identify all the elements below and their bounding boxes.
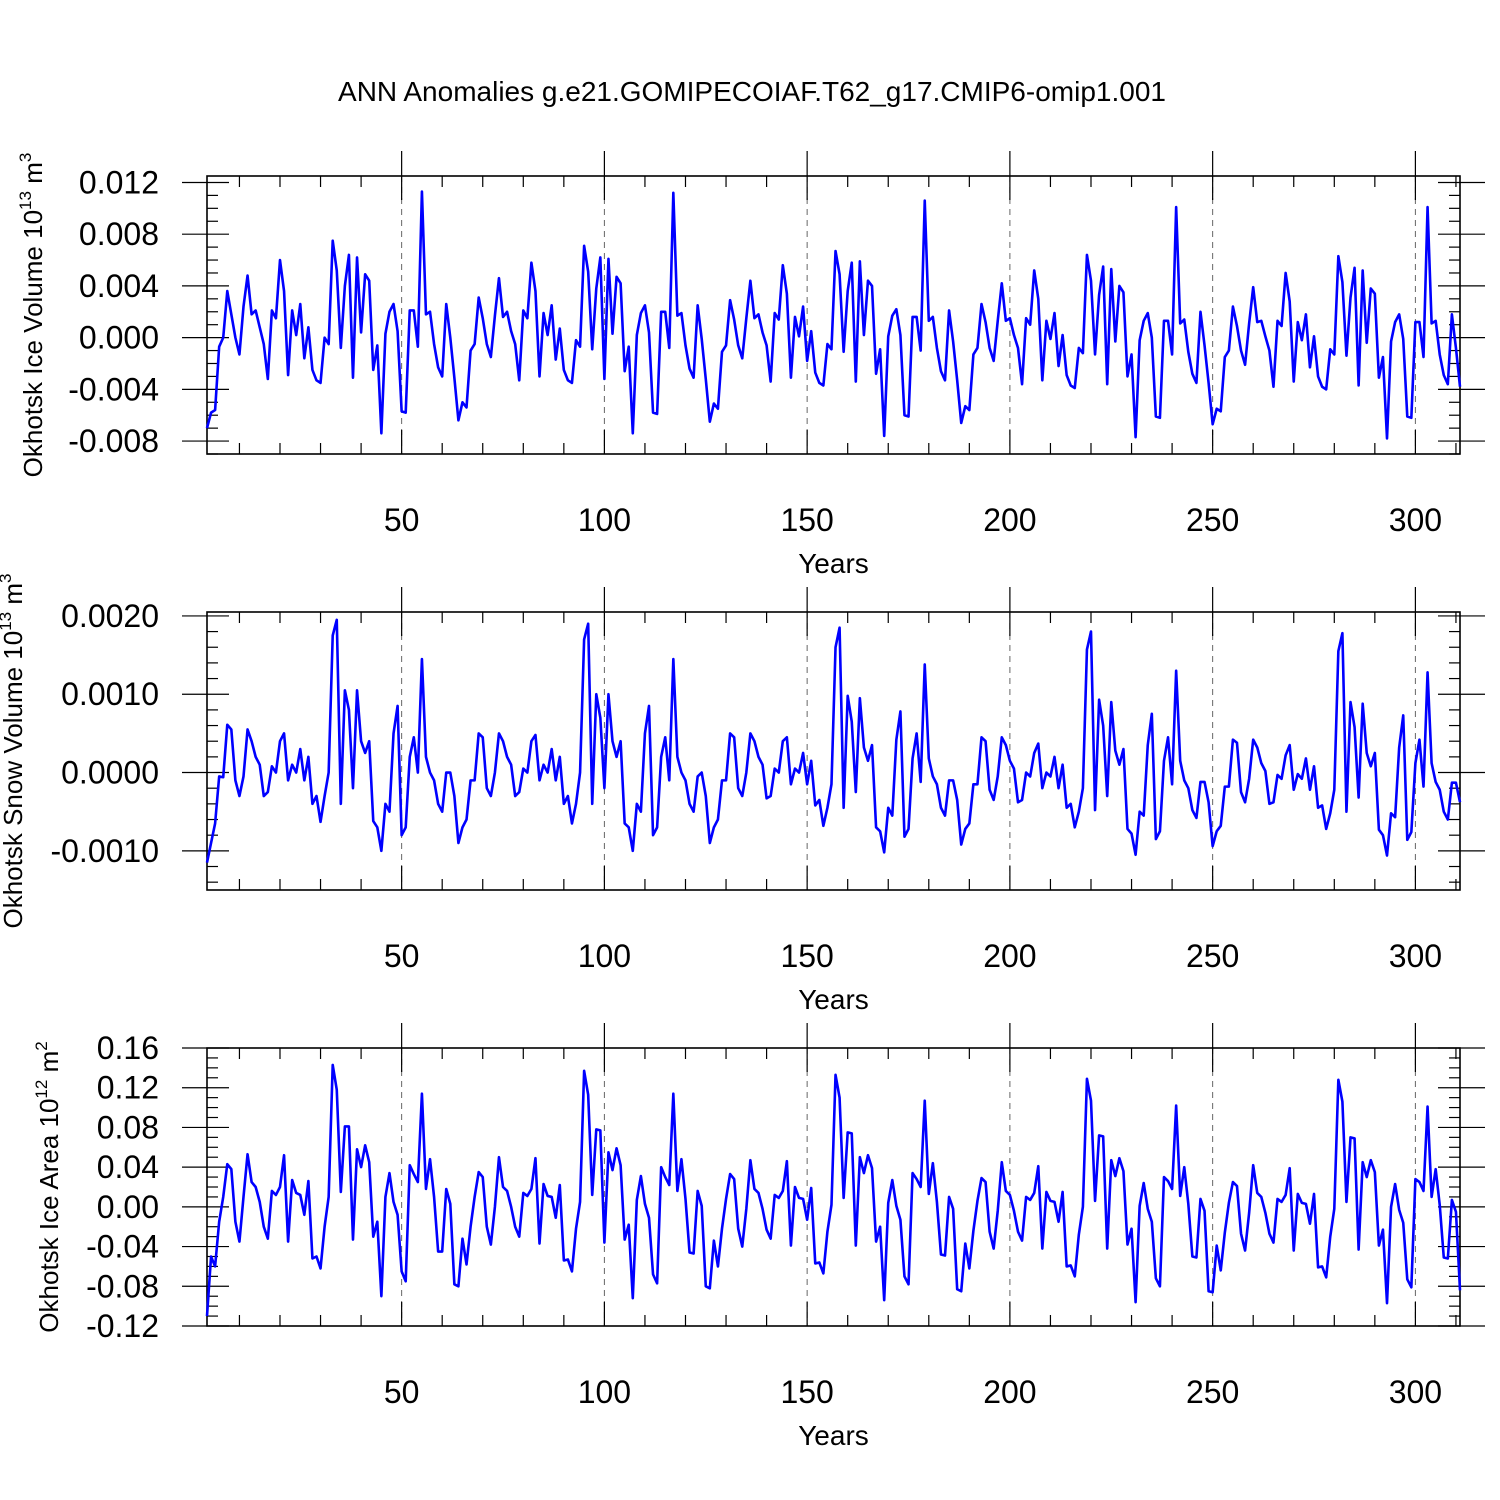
chart-2-ytick-label-0: -0.12 bbox=[86, 1308, 159, 1344]
chart-0-ytick-label-1: -0.004 bbox=[68, 371, 159, 407]
chart-2-x-axis-label: Years bbox=[798, 1420, 869, 1451]
chart-2-y-axis-label: Okhotsk Ice Area 1012 m2 bbox=[32, 1041, 64, 1332]
chart-0-xtick-label-0: 50 bbox=[384, 502, 420, 538]
chart-2-xtick-label-4: 250 bbox=[1186, 1374, 1239, 1410]
chart-0-y-ticks bbox=[182, 181, 1485, 455]
chart-0-x-ticks bbox=[238, 151, 1457, 454]
chart-1-xtick-label-2: 150 bbox=[780, 938, 833, 974]
chart-2-xtick-label-1: 100 bbox=[578, 1374, 631, 1410]
chart-2-ytick-label-2: -0.04 bbox=[86, 1229, 159, 1265]
chart-0-xtick-label-3: 200 bbox=[983, 502, 1036, 538]
chart-1-y-axis-label: Okhotsk Snow Volume 1013 m3 bbox=[0, 574, 28, 929]
chart-2-ytick-label-5: 0.08 bbox=[97, 1109, 159, 1145]
chart-0-xtick-label-5: 300 bbox=[1389, 502, 1442, 538]
chart-0-y-axis-label: Okhotsk Ice Volume 1013 m3 bbox=[16, 153, 48, 478]
chart-2-ytick-label-6: 0.12 bbox=[97, 1070, 159, 1106]
chart-0-x-axis-label: Years bbox=[798, 548, 869, 579]
chart-0-plot-frame bbox=[206, 175, 1461, 455]
chart-1-xtick-label-5: 300 bbox=[1389, 938, 1442, 974]
chart-0-ytick-label-4: 0.008 bbox=[79, 216, 159, 252]
chart-0-xtick-label-1: 100 bbox=[578, 502, 631, 538]
chart-1-ytick-label-1: 0.0000 bbox=[61, 755, 159, 791]
chart-0-ytick-label-2: 0.000 bbox=[79, 320, 159, 356]
chart-1-series-line bbox=[205, 618, 1462, 863]
chart-0-ytick-label-0: -0.008 bbox=[68, 423, 159, 459]
chart-2-ytick-label-1: -0.08 bbox=[86, 1268, 159, 1304]
chart-2-ytick-label-4: 0.04 bbox=[97, 1149, 159, 1185]
chart-2-xtick-label-2: 150 bbox=[780, 1374, 833, 1410]
chart-2-xtick-label-3: 200 bbox=[983, 1374, 1036, 1410]
chart-0-ytick-label-3: 0.004 bbox=[79, 268, 159, 304]
chart-2-xtick-label-0: 50 bbox=[384, 1374, 420, 1410]
chart-1-ytick-label-3: 0.0020 bbox=[61, 598, 159, 634]
chart-1-ytick-label-2: 0.0010 bbox=[61, 676, 159, 712]
chart-1-xtick-label-1: 100 bbox=[578, 938, 631, 974]
panel-snow-volume: 50 100 150 200 250 300 Years -0.0010 0.0000 0.001… bbox=[0, 574, 1485, 1015]
figure-title: ANN Anomalies g.e21.GOMIPECOIAF.T62_g17.… bbox=[338, 76, 1166, 107]
panel-ice-volume: 50 100 150 200 250 300 Years -0.008 -0.004 0.000 0… bbox=[16, 151, 1485, 579]
chart-1-xtick-label-0: 50 bbox=[384, 938, 420, 974]
chart-2-x-ticks bbox=[238, 1023, 1457, 1326]
chart-1-x-axis-label: Years bbox=[798, 984, 869, 1015]
chart-2-plot-frame bbox=[206, 1047, 1461, 1327]
chart-1-xtick-label-4: 250 bbox=[1186, 938, 1239, 974]
chart-0-xtick-label-4: 250 bbox=[1186, 502, 1239, 538]
chart-1-x-ticks bbox=[238, 587, 1457, 890]
chart-1-xtick-label-3: 200 bbox=[983, 938, 1036, 974]
chart-0-series-line bbox=[205, 190, 1462, 440]
chart-0-xtick-label-2: 150 bbox=[780, 502, 833, 538]
chart-1-ytick-label-0: -0.0010 bbox=[50, 833, 159, 869]
chart-2-xtick-label-5: 300 bbox=[1389, 1374, 1442, 1410]
chart-2-ytick-label-3: 0.00 bbox=[97, 1189, 159, 1225]
chart-1-plot-frame bbox=[206, 611, 1461, 891]
chart-0-ytick-label-5: 0.012 bbox=[79, 164, 159, 200]
chart-2-ytick-label-7: 0.16 bbox=[97, 1030, 159, 1066]
chart-2-series-line bbox=[205, 1063, 1462, 1317]
panel-ice-area: 50 100 150 200 250 300 Years -0.12 -0.08-0.04 0.0… bbox=[32, 1023, 1485, 1451]
